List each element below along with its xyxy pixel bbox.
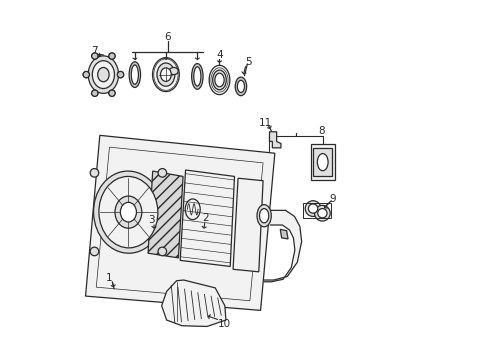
Ellipse shape <box>115 196 142 228</box>
Bar <box>313 148 331 176</box>
Ellipse shape <box>131 65 138 84</box>
Text: 1: 1 <box>106 273 113 283</box>
Ellipse shape <box>214 73 224 87</box>
Ellipse shape <box>152 58 179 91</box>
Circle shape <box>108 90 115 96</box>
Text: 9: 9 <box>329 194 335 204</box>
Ellipse shape <box>160 68 171 81</box>
Bar <box>303 203 331 217</box>
Bar <box>310 144 334 180</box>
Circle shape <box>83 71 89 78</box>
Text: 10: 10 <box>218 319 231 329</box>
Ellipse shape <box>120 202 136 222</box>
Ellipse shape <box>98 67 109 82</box>
Ellipse shape <box>191 64 203 89</box>
Ellipse shape <box>93 171 163 253</box>
Polygon shape <box>233 178 263 272</box>
Circle shape <box>317 208 326 218</box>
Polygon shape <box>85 135 274 310</box>
Polygon shape <box>264 210 301 282</box>
Circle shape <box>90 168 99 177</box>
Text: 3: 3 <box>148 215 155 225</box>
Circle shape <box>308 204 317 213</box>
Polygon shape <box>180 170 234 266</box>
Ellipse shape <box>88 56 118 93</box>
Ellipse shape <box>92 61 114 89</box>
Circle shape <box>91 90 98 96</box>
Text: 8: 8 <box>317 126 324 136</box>
Circle shape <box>117 71 123 78</box>
Text: 4: 4 <box>216 50 223 60</box>
Circle shape <box>108 53 115 59</box>
Ellipse shape <box>237 80 244 93</box>
Circle shape <box>90 247 99 256</box>
Ellipse shape <box>235 77 246 96</box>
Ellipse shape <box>212 70 226 90</box>
Polygon shape <box>280 229 287 239</box>
Circle shape <box>314 205 329 221</box>
Ellipse shape <box>257 204 271 227</box>
Circle shape <box>158 247 166 256</box>
Ellipse shape <box>259 208 268 223</box>
Text: 7: 7 <box>91 46 98 56</box>
Text: 2: 2 <box>202 213 208 223</box>
Circle shape <box>305 201 320 216</box>
Text: 6: 6 <box>164 32 171 42</box>
Circle shape <box>91 53 98 59</box>
Polygon shape <box>148 171 183 258</box>
Ellipse shape <box>169 67 178 75</box>
Ellipse shape <box>209 65 229 95</box>
Ellipse shape <box>129 62 140 87</box>
Text: 5: 5 <box>245 57 252 67</box>
Ellipse shape <box>99 176 158 248</box>
Polygon shape <box>162 280 225 327</box>
Ellipse shape <box>157 63 175 86</box>
Ellipse shape <box>193 67 201 86</box>
Circle shape <box>158 168 166 177</box>
Ellipse shape <box>185 199 200 220</box>
Ellipse shape <box>317 154 327 171</box>
Text: 11: 11 <box>258 118 271 128</box>
Polygon shape <box>269 132 281 148</box>
